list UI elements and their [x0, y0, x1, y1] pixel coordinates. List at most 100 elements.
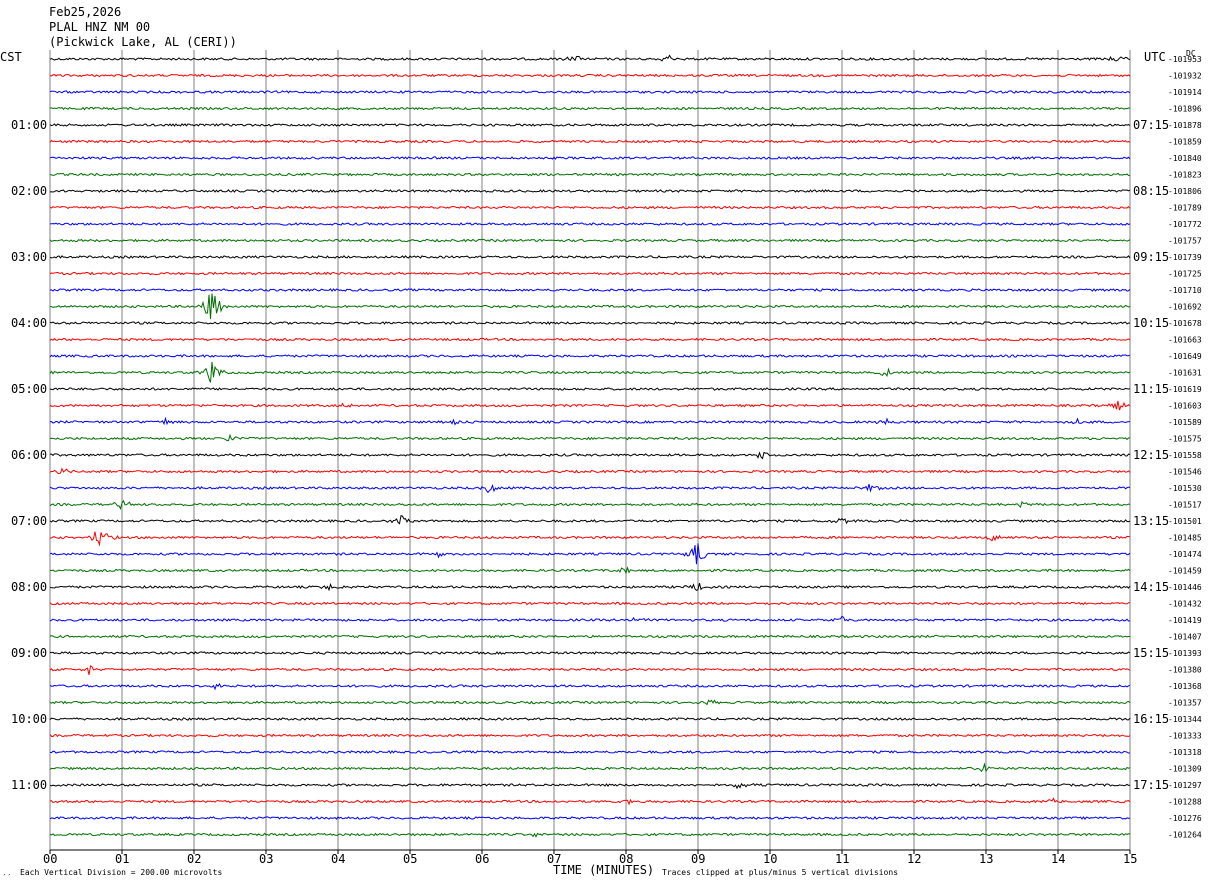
dc-offset-label: -101840	[1168, 154, 1202, 163]
dc-offset-label: -101619	[1168, 385, 1202, 394]
right-hour-label: 15:15	[1133, 646, 1169, 660]
trace-line	[49, 515, 1131, 525]
dc-offset-label: -101823	[1168, 171, 1202, 180]
trace-line	[49, 416, 1131, 426]
station-code: PLAL HNZ NM 00	[49, 20, 150, 34]
trace-line	[49, 123, 1131, 127]
x-tick-label: 10	[763, 852, 777, 866]
trace-line	[49, 699, 1131, 706]
x-tick-label: 14	[1051, 852, 1065, 866]
trace-line	[49, 156, 1131, 160]
dc-offset-label: -101692	[1168, 303, 1202, 312]
right-hour-label: 13:15	[1133, 514, 1169, 528]
trace-line	[49, 582, 1131, 592]
x-tick-label: 13	[979, 852, 993, 866]
trace-line	[49, 782, 1131, 790]
left-hour-label: 03:00	[11, 250, 47, 264]
trace-line	[49, 400, 1131, 411]
dc-offset-label: -101357	[1168, 699, 1202, 708]
trace-line	[49, 172, 1131, 177]
plot-grid	[49, 50, 1131, 851]
dc-offset-label: -101264	[1168, 831, 1202, 840]
trace-line	[49, 238, 1131, 243]
dc-offset-label: -101276	[1168, 814, 1202, 823]
trace-line	[49, 665, 1131, 676]
trace-line	[49, 90, 1131, 94]
x-tick-label: 02	[187, 852, 201, 866]
trace-line	[49, 797, 1131, 806]
dc-offset-label: -101288	[1168, 798, 1202, 807]
x-tick-label: 01	[115, 852, 129, 866]
trace-line	[49, 337, 1131, 342]
dc-offset-label: -101914	[1168, 88, 1202, 97]
trace-line	[49, 483, 1131, 494]
trace-line	[49, 222, 1131, 226]
trace-line	[49, 717, 1131, 721]
dc-offset-label: -101546	[1168, 468, 1202, 477]
trace-line	[49, 467, 1131, 475]
left-hour-label: 06:00	[11, 448, 47, 462]
right-hour-labels: 07:15 08:15 09:15 10:15 11:15 12:15 13:15 14:15…	[1133, 118, 1169, 792]
dc-offset-label: -101710	[1168, 286, 1202, 295]
dc-offset-label: -101393	[1168, 649, 1202, 658]
dc-offset-label: -101485	[1168, 534, 1202, 543]
trace-line	[49, 106, 1131, 111]
trace-line	[49, 682, 1131, 691]
dc-offset-label: -101380	[1168, 666, 1202, 675]
trace-line	[49, 54, 1131, 62]
dc-offset-label: -101789	[1168, 204, 1202, 213]
trace-line	[49, 543, 1131, 565]
left-hour-label: 09:00	[11, 646, 47, 660]
right-hour-label: 12:15	[1133, 448, 1169, 462]
dc-offset-label: -101368	[1168, 682, 1202, 691]
trace-line	[49, 531, 1131, 547]
trace-line	[49, 271, 1131, 276]
dc-offset-label: -101530	[1168, 484, 1202, 493]
left-hour-label: 08:00	[11, 580, 47, 594]
trace-line	[49, 288, 1131, 292]
dc-offset-label: -101878	[1168, 121, 1202, 130]
dc-offset-label: -101558	[1168, 451, 1202, 460]
trace-line	[49, 293, 1131, 320]
right-timezone-label: UTC	[1144, 50, 1166, 64]
dc-offset-label: -101678	[1168, 319, 1202, 328]
x-tick-label: 07	[547, 852, 561, 866]
trace-line	[49, 255, 1131, 259]
dc-offset-label: -101432	[1168, 600, 1202, 609]
right-hour-label: 17:15	[1133, 778, 1169, 792]
trace-line	[49, 651, 1131, 655]
trace-line	[49, 566, 1131, 575]
trace-line	[49, 361, 1131, 383]
dc-offset-label: -101932	[1168, 72, 1202, 81]
dc-offset-label: -101309	[1168, 765, 1202, 774]
trace-line	[49, 615, 1130, 622]
right-hour-label: 08:15	[1133, 184, 1169, 198]
dc-offset-label: -101772	[1168, 220, 1202, 229]
trace-line	[49, 433, 1131, 442]
dc-offset-label: -101603	[1168, 402, 1202, 411]
left-hour-label: 04:00	[11, 316, 47, 330]
plot-date: Feb25,2026	[49, 5, 121, 19]
x-tick-label: 12	[907, 852, 921, 866]
left-hour-label: 02:00	[11, 184, 47, 198]
dc-offset-label: -101318	[1168, 748, 1202, 757]
clip-note: Traces clipped at plus/minus 5 vertical …	[662, 868, 898, 877]
dc-offset-label: -101297	[1168, 781, 1202, 790]
right-hour-label: 09:15	[1133, 250, 1169, 264]
trace-line	[49, 321, 1131, 325]
dc-offset-label: -101896	[1168, 105, 1202, 114]
trace-line	[49, 750, 1130, 754]
x-axis-title: TIME (MINUTES)	[553, 863, 654, 877]
dc-offset-label: -101446	[1168, 583, 1202, 592]
dc-offset-label: -101806	[1168, 187, 1202, 196]
dc-offset-label: -101663	[1168, 336, 1202, 345]
dc-offset-label: -101589	[1168, 418, 1202, 427]
trace-line	[49, 601, 1131, 606]
trace-line	[49, 634, 1131, 639]
dc-offset-label: -101757	[1168, 237, 1202, 246]
x-tick-label: 03	[259, 852, 273, 866]
dc-offset-label: -101517	[1168, 501, 1202, 510]
left-hour-label: 07:00	[11, 514, 47, 528]
left-hour-label: 11:00	[11, 778, 47, 792]
